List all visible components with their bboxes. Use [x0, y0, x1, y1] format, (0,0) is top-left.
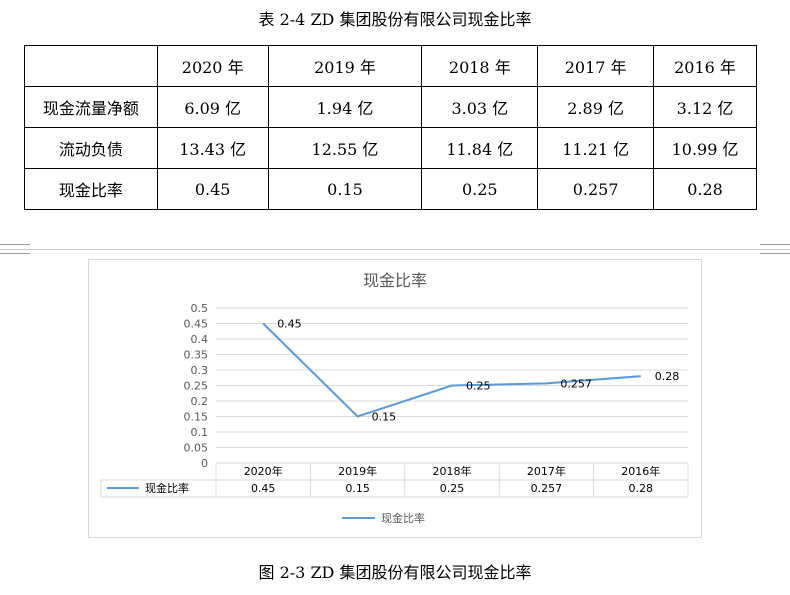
table-cell: 11.84 亿: [421, 127, 539, 169]
y-tick-label: 0.3: [191, 364, 209, 377]
y-tick-label: 0.15: [184, 411, 209, 424]
table-row: 现金流量净额 6.09 亿 1.94 亿 3.03 亿 2.89 亿 3.12 …: [24, 86, 757, 128]
y-tick-label: 0.4: [191, 333, 209, 346]
y-tick-label: 0.45: [184, 318, 209, 331]
figure-caption: 图 2-3 ZD 集团股份有限公司现金比率: [258, 563, 532, 582]
left-margin-mark: [0, 244, 30, 254]
data-table-value: 0.15: [345, 482, 370, 495]
table-cell: 11.21 亿: [537, 127, 655, 169]
y-tick-label: 0: [201, 457, 208, 470]
table-cell: 3.12 亿: [653, 86, 757, 128]
table-cell: 0.45: [156, 168, 269, 210]
data-label: 0.45: [277, 318, 302, 331]
table-header-cell: 2017 年: [537, 45, 655, 87]
table-header-cell: 2016 年: [653, 45, 757, 87]
table-cell: 0.25: [421, 168, 539, 210]
table-header-cell: [24, 45, 158, 87]
data-table-value: 0.25: [440, 482, 465, 495]
table-cell: 12.55 亿: [267, 127, 423, 169]
cash-ratio-table: 2020 年 2019 年 2018 年 2017 年 2016 年 现金流量净…: [24, 45, 757, 210]
table-row: 流动负债 13.43 亿 12.55 亿 11.84 亿 11.21 亿 10.…: [24, 127, 757, 169]
cash-ratio-chart: 现金比率 0 0.05 0.1 0.15 0.2 0.25 0.3 0.35 0.4 0.45 0.…: [88, 259, 702, 538]
table-row-label: 流动负债: [24, 127, 158, 169]
section-divider: [0, 249, 790, 250]
chart-title: 现金比率: [363, 271, 427, 290]
table-header-cell: 2019 年: [267, 45, 423, 87]
chart-data-table: 2020年 0.45 2019年 0.15 2018年 0.25 2017年 0.257 201…: [100, 462, 689, 498]
x-tick-label: 2019年: [338, 464, 377, 478]
table-cell: 2.89 亿: [537, 86, 655, 128]
x-tick-label: 2018年: [433, 464, 472, 478]
series-line-cash-ratio: [262, 322, 641, 418]
x-tick-label: 2017年: [527, 464, 566, 478]
table-cell: 1.94 亿: [267, 86, 423, 128]
data-label: 0.25: [466, 380, 491, 393]
data-table-value: 0.257: [531, 482, 563, 495]
legend-label: 现金比率: [381, 511, 425, 525]
data-label: 0.28: [655, 370, 680, 383]
table-cell: 6.09 亿: [156, 86, 269, 128]
table-cell: 3.03 亿: [421, 86, 539, 128]
y-tick-label: 0.25: [184, 380, 209, 393]
table-header-cell: 2018 年: [421, 45, 539, 87]
data-table-value: 0.45: [251, 482, 276, 495]
table-header-cell: 2020 年: [156, 45, 269, 87]
y-tick-label: 0.1: [191, 426, 209, 439]
y-tick-label: 0.35: [184, 349, 209, 362]
table-cell: 0.15: [267, 168, 423, 210]
table-header-row: 2020 年 2019 年 2018 年 2017 年 2016 年: [24, 45, 757, 87]
data-label: 0.257: [560, 377, 592, 390]
table-cell: 0.28: [653, 168, 757, 210]
x-tick-label: 2016年: [621, 464, 660, 478]
x-tick-label: 2020年: [244, 464, 283, 478]
data-label: 0.15: [372, 411, 397, 424]
y-tick-label: 0.05: [184, 442, 209, 455]
table-cell: 10.99 亿: [653, 127, 757, 169]
chart-legend: 现金比率: [342, 511, 425, 525]
table-row-label: 现金比率: [24, 168, 158, 210]
y-tick-label: 0.2: [191, 395, 209, 408]
series-layer: 0.45 0.15 0.25 0.257 0.28: [262, 318, 680, 424]
table-cell: 13.43 亿: [156, 127, 269, 169]
data-table-value: 0.28: [629, 482, 654, 495]
table-caption: 表 2-4 ZD 集团股份有限公司现金比率: [258, 10, 532, 29]
y-axis-ticks: 0 0.05 0.1 0.15 0.2 0.25 0.3 0.35 0.4 0.45 0.5: [184, 302, 209, 470]
y-tick-label: 0.5: [191, 302, 209, 315]
table-row: 现金比率 0.45 0.15 0.25 0.257 0.28: [24, 168, 757, 210]
table-cell: 0.257: [537, 168, 655, 210]
table-row-label: 现金流量净额: [24, 86, 158, 128]
chart-canvas: 现金比率 00.050.10.150.20.250.30.350.40.450.…: [100, 271, 689, 525]
data-table-series-name: 现金比率: [145, 481, 189, 495]
right-margin-mark: [760, 244, 790, 254]
